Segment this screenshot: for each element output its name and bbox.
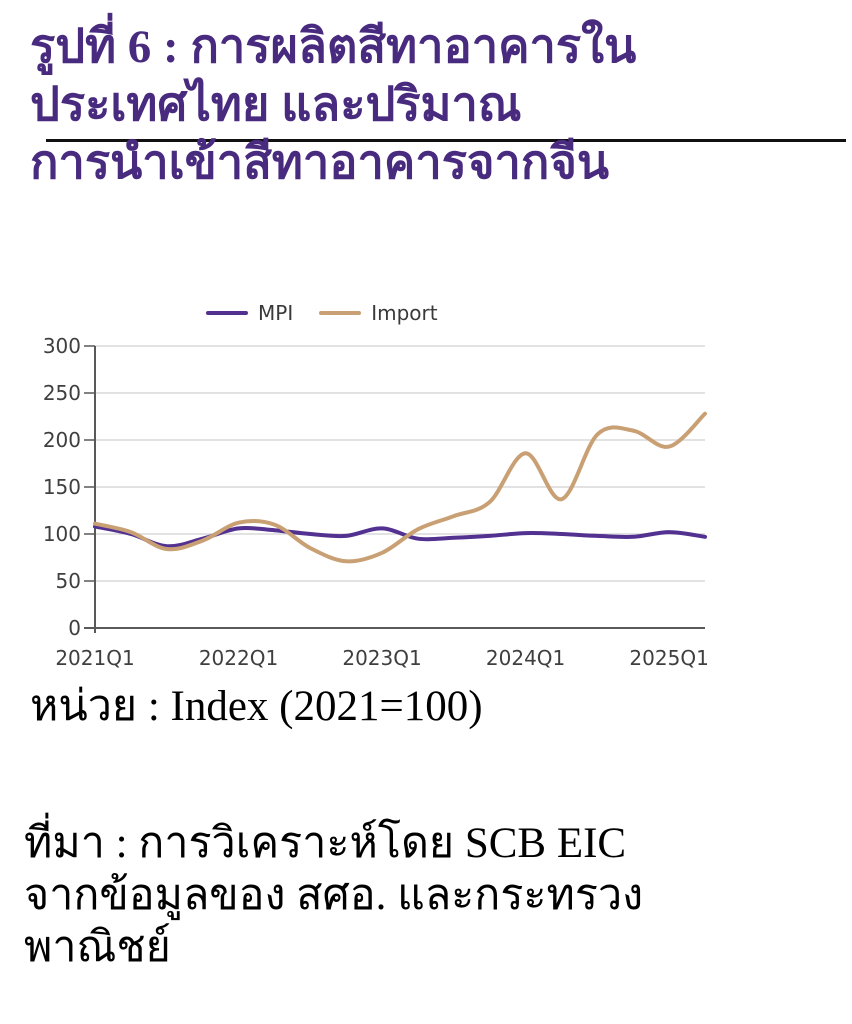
y-tick-label-150: 150 — [43, 475, 81, 499]
x-tick-label-2022Q1: 2022Q1 — [199, 646, 278, 670]
x-tick-label-2024Q1: 2024Q1 — [486, 646, 565, 670]
source-line-2: จากข้อมูลของ สศอ. และกระทรวง — [24, 872, 644, 919]
figure-title: รูปที่ 6 : การผลิตสีทาอาคารใน ประเทศไทย … — [30, 18, 636, 192]
y-tick-label-200: 200 — [43, 428, 81, 452]
x-tick-label-2025Q1: 2025Q1 — [629, 646, 708, 670]
source-line-1: ที่มา : การวิเคราะห์โดย SCB EIC — [24, 820, 627, 867]
figure-title-line-3: การนำเข้าสีทาอาคารจากจีน — [30, 137, 610, 189]
y-tick-label-0: 0 — [68, 616, 81, 640]
legend-item-mpi: MPI — [206, 301, 293, 325]
unit-label: หน่วย : Index (2021=100) — [30, 683, 483, 730]
x-tick-label-2021Q1: 2021Q1 — [55, 646, 134, 670]
import-series-line — [93, 411, 707, 564]
mpi-legend-label: MPI — [258, 301, 294, 325]
source-line-3: พาณิชย์ — [24, 924, 171, 971]
mpi-legend-swatch — [206, 310, 248, 316]
figure-title-line-1: รูปที่ 6 : การผลิตสีทาอาคารใน — [30, 21, 637, 73]
import-legend-label: Import — [371, 301, 438, 325]
line-chart: 0 50 100 150 200 250 300 2021Q1 2022Q1 2023Q1 2024… — [43, 334, 709, 670]
source-note: ที่มา : การวิเคราะห์โดย SCB EIC จากข้อมู… — [24, 818, 643, 974]
legend-item-import: Import — [319, 301, 438, 325]
import-legend-swatch — [319, 310, 362, 316]
y-tick-label-100: 100 — [43, 522, 81, 546]
figure-title-line-2: ประเทศไทย และปริมาณ — [30, 79, 522, 131]
y-tick-label-300: 300 — [43, 334, 81, 358]
x-tick-label-2023Q1: 2023Q1 — [342, 646, 421, 670]
mpi-series-line — [93, 524, 707, 549]
title-divider-line — [46, 139, 846, 142]
y-tick-label-250: 250 — [43, 381, 81, 405]
chart-legend: MPI Import — [206, 301, 438, 325]
y-tick-label-50: 50 — [56, 569, 81, 593]
